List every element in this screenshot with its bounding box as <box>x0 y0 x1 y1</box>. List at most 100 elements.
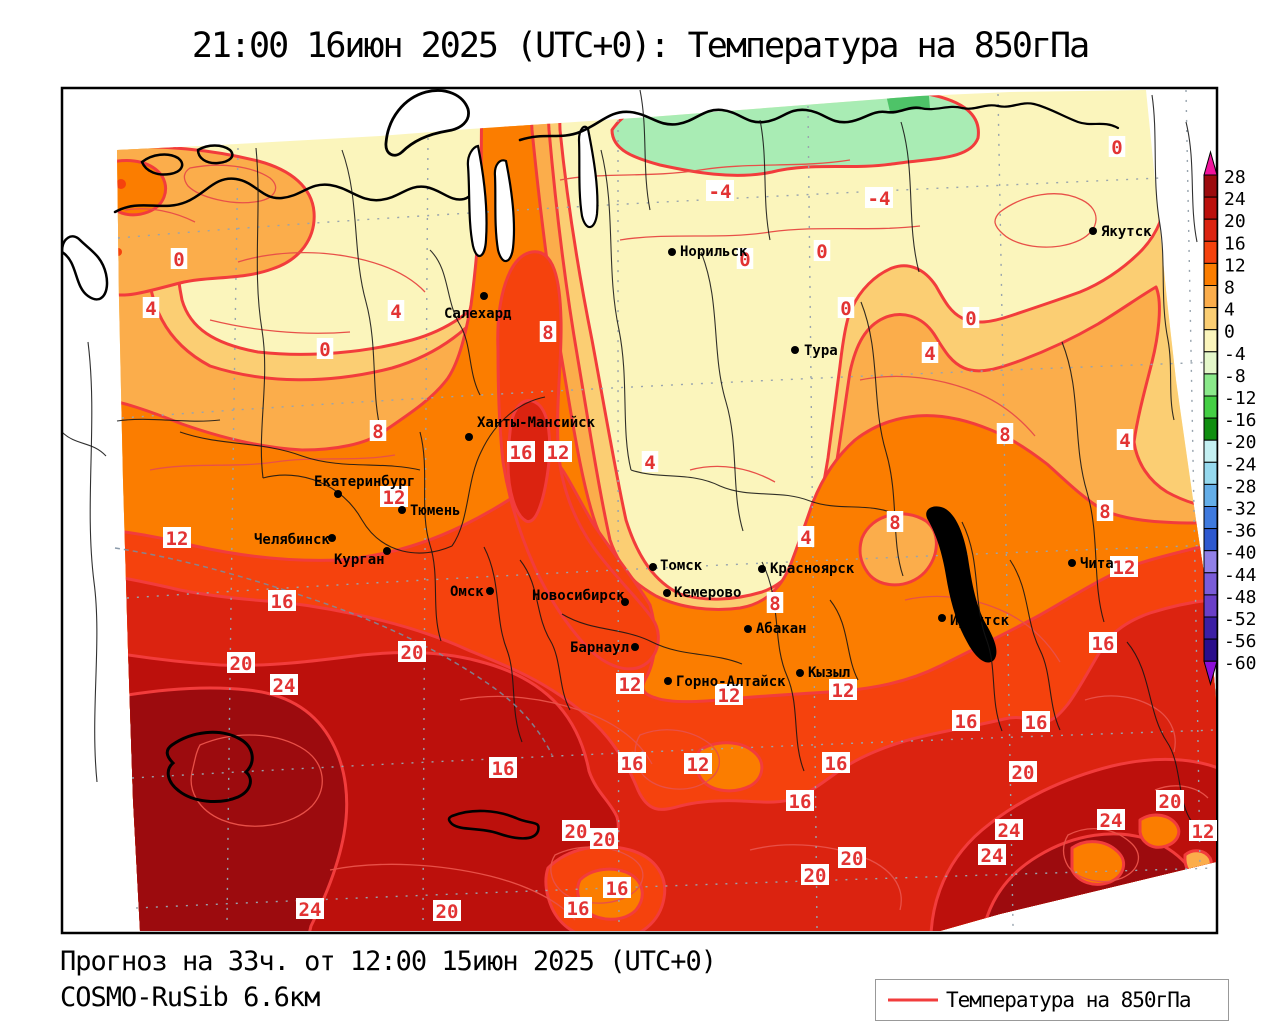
city-label: Курган <box>334 552 385 568</box>
colorbar-over-triangle <box>1203 150 1218 176</box>
colorbar-segment <box>1203 572 1218 596</box>
contour-label-bg <box>886 511 904 532</box>
contour-label-bg <box>369 420 387 441</box>
colorbar-tick: -52 <box>1224 609 1257 630</box>
contour-label: 8 <box>1099 501 1110 523</box>
contour-label: 0 <box>816 241 827 263</box>
colorbar-tick: -20 <box>1224 432 1257 453</box>
contour-label: 20 <box>841 848 864 870</box>
geography <box>63 89 1198 840</box>
colorbar-segment <box>1203 218 1218 242</box>
city-dot <box>383 547 391 555</box>
colorbar-tick: 0 <box>1224 322 1235 343</box>
colorbar-tick: -48 <box>1224 587 1257 608</box>
contour-label-bg <box>387 300 405 321</box>
contour-label: 24 <box>299 899 322 921</box>
colorbar-tick: -12 <box>1224 388 1257 409</box>
city-label: Кемерово <box>674 585 741 601</box>
colorbar-tick: 8 <box>1224 278 1235 299</box>
colorbar-segment <box>1203 351 1218 375</box>
contour-label-bg <box>801 864 829 885</box>
colorbar-segment <box>1203 439 1218 463</box>
ob-gulf <box>466 144 488 257</box>
contour-label-bg <box>539 321 557 342</box>
colorbar-segment <box>1203 506 1218 530</box>
contour-label-bg <box>1156 790 1184 811</box>
contour-label-bg <box>1096 500 1114 521</box>
colorbar-tick: -16 <box>1224 410 1257 431</box>
contour-label-bg <box>706 180 734 201</box>
colorbar-segment <box>1203 262 1218 286</box>
legend-line-icon <box>888 998 938 1002</box>
contour-label: 0 <box>173 249 184 271</box>
city-label: Норильск <box>680 244 748 260</box>
city-dot <box>649 563 657 571</box>
contour-label-bg <box>822 752 850 773</box>
city-label: Салехард <box>444 306 512 322</box>
city-label: Барнаул <box>570 640 629 656</box>
contour-label-bg <box>616 673 644 694</box>
taz-gulf <box>493 159 516 263</box>
contour-label: 12 <box>718 685 741 707</box>
city-label: Омск <box>450 584 484 600</box>
city-dot <box>621 598 629 606</box>
colorbar-under-triangle <box>1203 660 1218 687</box>
contour-label: 4 <box>924 343 935 365</box>
city-label: Якутск <box>1101 224 1152 240</box>
contour-label: 24 <box>273 675 296 697</box>
contour-label: 12 <box>1113 557 1136 579</box>
colorbar-tick: 12 <box>1224 255 1246 276</box>
contour-label-bg <box>1116 429 1134 450</box>
city-dot <box>486 587 494 595</box>
contour-label-bg <box>766 592 784 613</box>
city-label: Чита <box>1080 556 1114 572</box>
contour-label: 16 <box>492 758 515 780</box>
lake-baikal <box>926 506 997 663</box>
contour-label-bg <box>1089 632 1117 653</box>
contour-label-bg <box>603 877 631 898</box>
legend-label: Температура на 850гПа <box>946 988 1192 1012</box>
colorbar-tick: -32 <box>1224 499 1257 520</box>
contour-label: 12 <box>832 680 855 702</box>
colorbar-tick: -8 <box>1224 366 1246 387</box>
contour-label: 16 <box>271 591 294 613</box>
city-dot <box>465 433 473 441</box>
contour-label: 20 <box>593 829 616 851</box>
city-label: Красноярск <box>770 561 855 577</box>
contour-label: 16 <box>606 878 629 900</box>
contour-label-bg <box>715 684 743 705</box>
contour-label-bg <box>1110 556 1138 577</box>
contour-label: 12 <box>383 487 406 509</box>
contour-label: 24 <box>998 820 1021 842</box>
contour-label: 12 <box>619 674 642 696</box>
contour-label-bg <box>952 710 980 731</box>
contour-label: 4 <box>145 298 156 320</box>
city-label: Екатеринбург <box>314 474 415 490</box>
city-label: Горно-Алтайск <box>676 674 786 690</box>
city-label: Иркутск <box>950 613 1010 629</box>
contour-label-bg <box>1189 820 1217 841</box>
city-label: Челябинск <box>254 532 330 548</box>
contour-label: 16 <box>510 442 533 464</box>
city-dot <box>744 625 752 633</box>
colorbar-tick: -28 <box>1224 476 1257 497</box>
city-dot <box>758 565 766 573</box>
contour-label-bg <box>736 248 754 269</box>
patch-cool-se-3 <box>1183 849 1213 877</box>
contour-label: 16 <box>955 711 978 733</box>
contour-label-bg <box>1097 809 1125 830</box>
city-dot <box>631 643 639 651</box>
city-label: Новосибирск <box>532 588 625 604</box>
forecast-info: Прогноз на 33ч. от 12:00 15июн 2025 (UTC… <box>60 946 717 977</box>
temperature-field <box>117 90 1216 931</box>
contour-label-bg <box>227 652 255 673</box>
colorbar-segment <box>1203 307 1218 331</box>
contour-label: 20 <box>565 821 588 843</box>
model-info: COSMO-RuSib 6.6км <box>60 982 320 1013</box>
patch-cool-se-2 <box>1138 813 1181 849</box>
contour-label-bg <box>590 828 618 849</box>
contour-label: 16 <box>621 753 644 775</box>
contour-label: 16 <box>1092 633 1115 655</box>
